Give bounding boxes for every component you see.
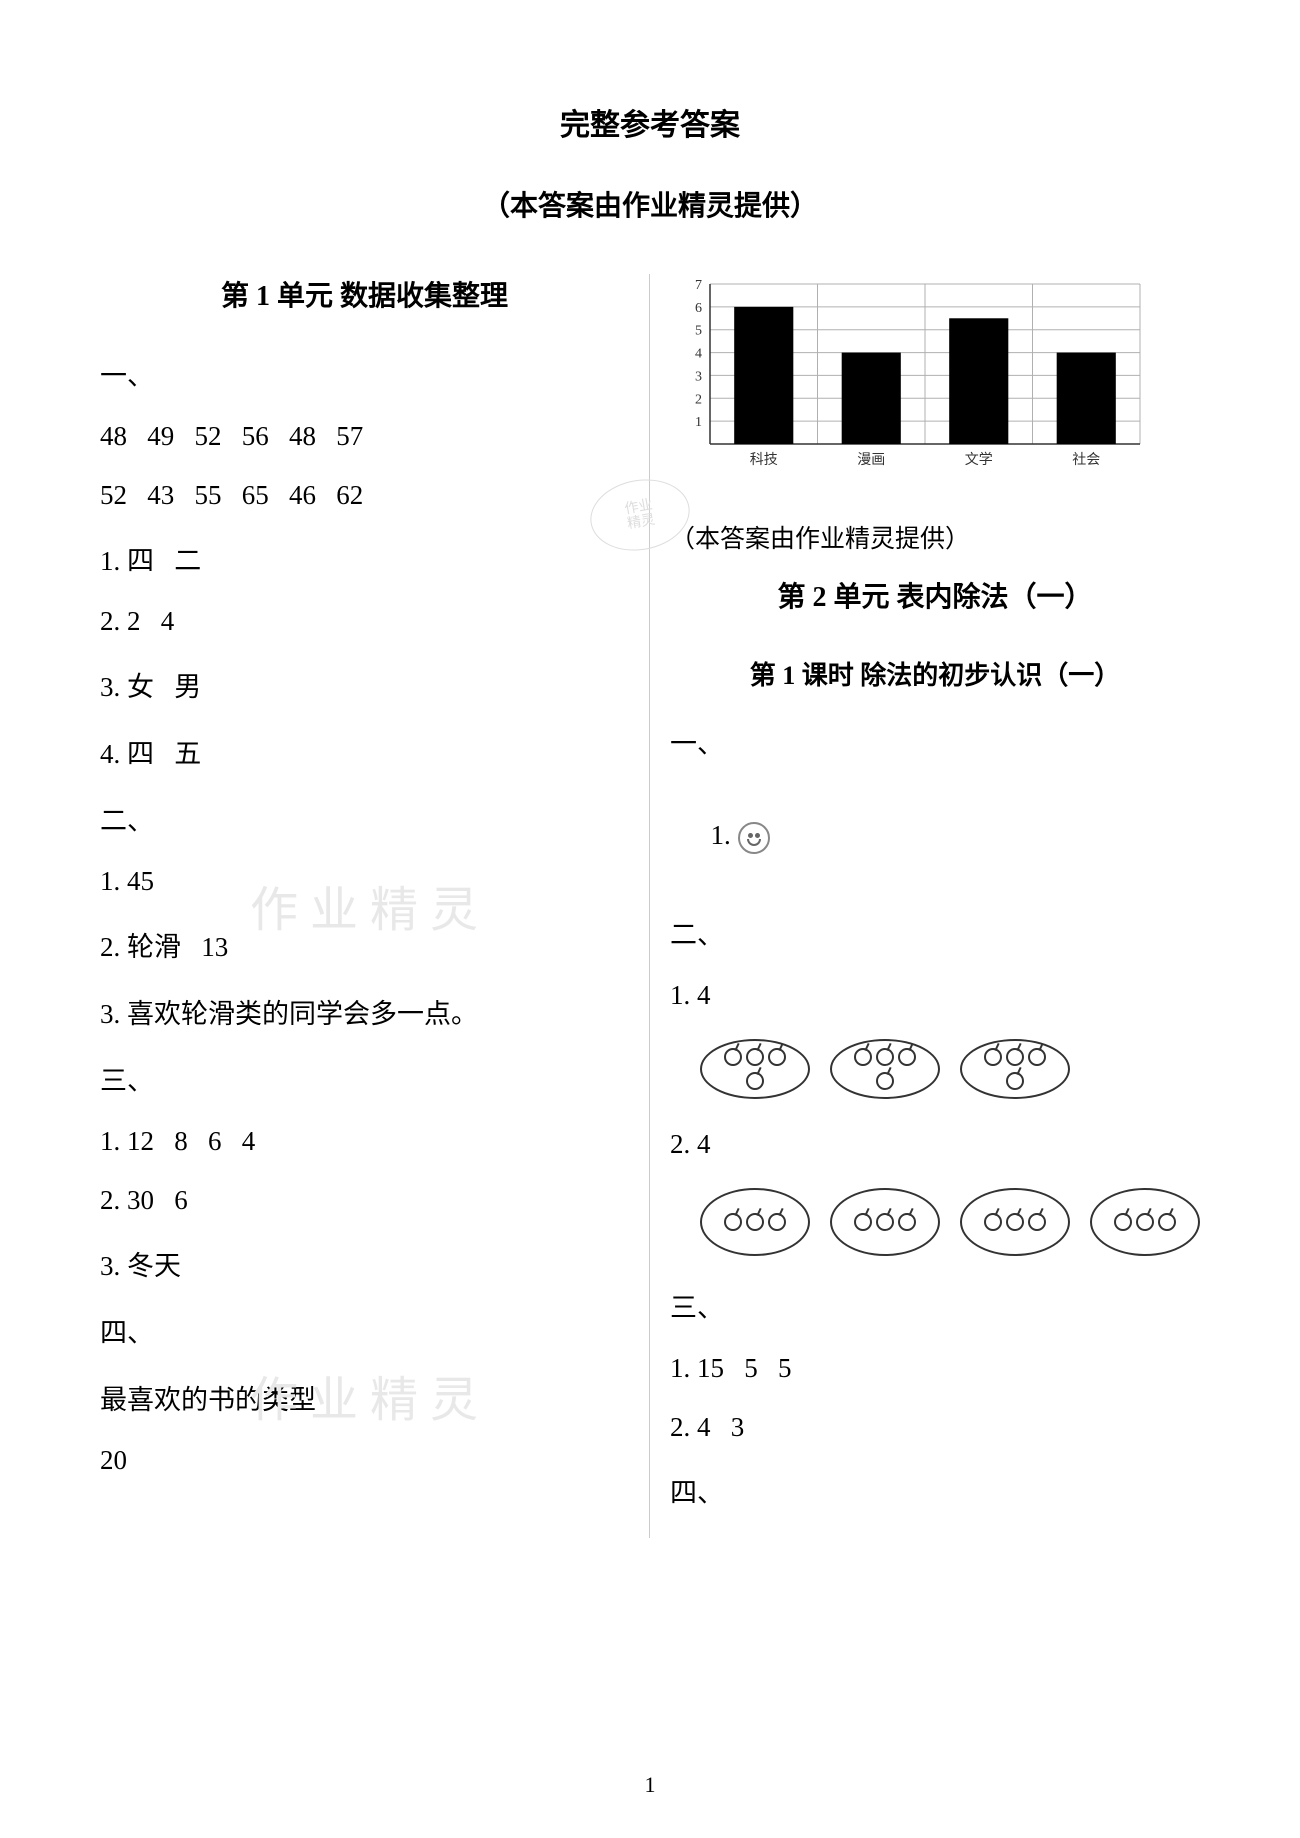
answer-line: 1. 45	[100, 866, 629, 897]
section-label: 一、	[100, 354, 629, 393]
answer-prefix: 1.	[711, 820, 738, 850]
section-label: 四、	[100, 1311, 629, 1350]
svg-text:6: 6	[695, 301, 702, 316]
answer-line: 1. 12 8 6 4	[100, 1126, 629, 1157]
lesson-heading: 第 1 课时 除法的初步认识（一）	[670, 655, 1200, 692]
svg-text:3: 3	[695, 369, 702, 384]
bar-chart: 1 2 3 4 5 6 7 科技 漫画 文学 社会	[670, 274, 1150, 474]
svg-text:漫画: 漫画	[857, 452, 885, 468]
right-column: 1 2 3 4 5 6 7 科技 漫画 文学 社会 （本答案由作业精灵提供） 第 2 单元 表内除法…	[650, 274, 1220, 1538]
section-label: 一、	[670, 722, 1200, 761]
provider-note: （本答案由作业精灵提供）	[670, 519, 1200, 555]
answer-line: 3. 喜欢轮滑类的同学会多一点。	[100, 992, 629, 1031]
oval-diagram	[670, 1039, 1200, 1099]
answer-line: 1.	[670, 789, 1200, 885]
section-label: 三、	[100, 1059, 629, 1098]
answer-line: 2. 2 4	[100, 606, 629, 637]
svg-text:1: 1	[695, 415, 702, 430]
section-label: 二、	[100, 799, 629, 838]
svg-text:7: 7	[695, 278, 702, 293]
oval-diagram	[670, 1188, 1200, 1256]
svg-text:文学: 文学	[965, 452, 993, 468]
svg-text:社会: 社会	[1072, 452, 1100, 468]
answer-line: 3. 冬天	[100, 1244, 629, 1283]
unit-heading: 第 1 单元 数据收集整理	[100, 274, 629, 314]
section-label: 四、	[670, 1471, 1200, 1510]
answer-line: 2. 30 6	[100, 1185, 629, 1216]
answer-line: 2. 4	[670, 1129, 1200, 1160]
answer-line: 4. 四 五	[100, 732, 629, 771]
oval-group-item	[960, 1188, 1070, 1256]
answer-line: 3. 女 男	[100, 665, 629, 704]
section-label: 二、	[670, 913, 1200, 952]
oval-group-item	[830, 1039, 940, 1099]
unit-heading: 第 2 单元 表内除法（一）	[670, 575, 1200, 615]
content-columns: 第 1 单元 数据收集整理 一、 48 49 52 56 48 57 52 43…	[80, 274, 1220, 1538]
oval-group-item	[700, 1188, 810, 1256]
answer-line: 20	[100, 1445, 629, 1476]
answer-line: 1. 4	[670, 980, 1200, 1011]
answer-line: 最喜欢的书的类型	[100, 1378, 629, 1417]
svg-text:2: 2	[695, 392, 702, 407]
oval-group-item	[700, 1039, 810, 1099]
answer-line: 1. 四 二	[100, 539, 629, 578]
page-title: 完整参考答案	[80, 100, 1220, 144]
answer-line: 1. 15 5 5	[670, 1353, 1200, 1384]
smiley-icon	[738, 822, 770, 854]
answer-line: 2. 4 3	[670, 1412, 1200, 1443]
oval-group-item	[1090, 1188, 1200, 1256]
answer-line: 48 49 52 56 48 57	[100, 421, 629, 452]
answer-line: 2. 轮滑 13	[100, 925, 629, 964]
svg-text:4: 4	[695, 347, 702, 362]
svg-text:科技: 科技	[750, 452, 778, 468]
answer-line: 52 43 55 65 46 62	[100, 480, 629, 511]
page-subtitle: （本答案由作业精灵提供）	[80, 184, 1220, 224]
svg-text:5: 5	[695, 324, 702, 339]
left-column: 第 1 单元 数据收集整理 一、 48 49 52 56 48 57 52 43…	[80, 274, 650, 1538]
page-number: 1	[645, 1772, 656, 1798]
section-label: 三、	[670, 1286, 1200, 1325]
oval-group-item	[830, 1188, 940, 1256]
oval-group-item	[960, 1039, 1070, 1099]
